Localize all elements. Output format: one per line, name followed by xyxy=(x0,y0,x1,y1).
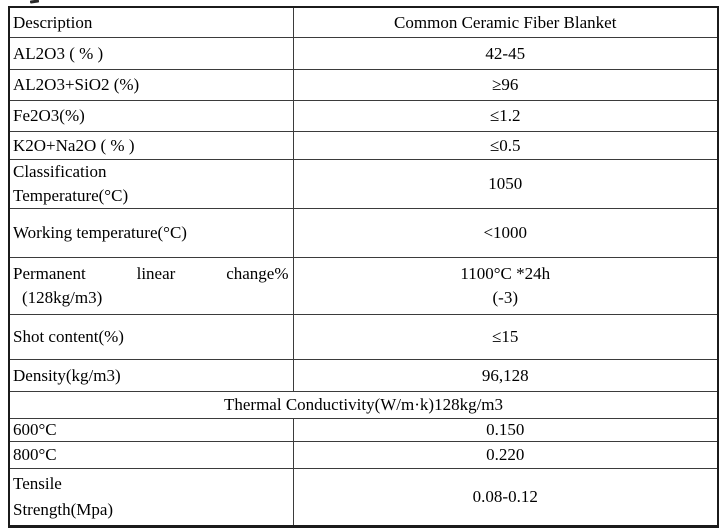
permanent-linear-change-label: Permanent linear change% (128kg/m3) xyxy=(8,256,294,315)
thermal-conductivity-title: Thermal Conductivity(W/m·k)128kg/m3 xyxy=(8,390,719,419)
ceramic-fiber-spec-table: Description Common Ceramic Fiber Blanket… xyxy=(8,6,719,528)
permanent-linear-change-value: 1100°C *24h (-3) xyxy=(292,256,719,315)
table-row-shot-content: Shot content(%) ≤15 xyxy=(8,313,719,360)
fe2o3-label: Fe2O3(%) xyxy=(8,99,294,132)
tensile-strength-value: 0.08-0.12 xyxy=(292,467,719,527)
table-row-800c: 800°C 0.220 xyxy=(8,440,719,469)
table-row-classification-temp: Classification Temperature(°C) 1050 xyxy=(8,158,719,209)
tensile-strength-label-line1: Tensile xyxy=(13,473,62,493)
al2o3-label: AL2O3 ( % ) xyxy=(8,36,294,70)
permanent-word: Permanent xyxy=(13,263,86,283)
classification-temp-label: Classification Temperature(°C) xyxy=(8,158,294,209)
table-row-al2o3-sio2: AL2O3+SiO2 (%) ≥96 xyxy=(8,68,719,101)
cropped-text-fragment xyxy=(29,0,40,4)
shot-content-label: Shot content(%) xyxy=(8,313,294,360)
k2o-na2o-value: ≤0.5 xyxy=(292,130,719,160)
permanent-linear-change-value-line2: (-3) xyxy=(492,287,518,307)
table-row-tensile-strength: Tensile Strength(Mpa) 0.08-0.12 xyxy=(8,467,719,527)
header-description-cell: Description xyxy=(8,6,294,38)
table-row-permanent-linear-change: Permanent linear change% (128kg/m3) 1100… xyxy=(8,256,719,315)
classification-temp-label-line1: Classification xyxy=(13,161,107,181)
tensile-strength-label: Tensile Strength(Mpa) xyxy=(8,467,294,527)
working-temp-value: <1000 xyxy=(292,207,719,258)
header-product-cell: Common Ceramic Fiber Blanket xyxy=(292,6,719,38)
table-row-working-temp: Working temperature(°C) <1000 xyxy=(8,207,719,258)
temp-600c-label: 600°C xyxy=(8,417,294,442)
al2o3-value: 42-45 xyxy=(292,36,719,70)
permanent-linear-change-label-line2: (128kg/m3) xyxy=(22,287,103,307)
density-label: Density(kg/m3) xyxy=(8,358,294,392)
table-row-k2o-na2o: K2O+Na2O ( % ) ≤0.5 xyxy=(8,130,719,160)
working-temp-label: Working temperature(°C) xyxy=(8,207,294,258)
classification-temp-value: 1050 xyxy=(292,158,719,209)
table-row-thermal-conductivity-title: Thermal Conductivity(W/m·k)128kg/m3 xyxy=(8,390,719,419)
temp-600c-value: 0.150 xyxy=(292,417,719,442)
k2o-na2o-label: K2O+Na2O ( % ) xyxy=(8,130,294,160)
change-word: change% xyxy=(226,263,289,283)
table-row-al2o3: AL2O3 ( % ) 42-45 xyxy=(8,36,719,70)
shot-content-value: ≤15 xyxy=(292,313,719,360)
al2o3-sio2-label: AL2O3+SiO2 (%) xyxy=(8,68,294,101)
permanent-linear-change-justified-line: Permanent linear change% xyxy=(13,262,290,286)
temp-800c-label: 800°C xyxy=(8,440,294,469)
linear-word: linear xyxy=(136,263,176,283)
table-row-density: Density(kg/m3) 96,128 xyxy=(8,358,719,392)
al2o3-sio2-value: ≥96 xyxy=(292,68,719,101)
table-row-fe2o3: Fe2O3(%) ≤1.2 xyxy=(8,99,719,132)
classification-temp-label-line2: Temperature(°C) xyxy=(13,185,129,205)
density-value: 96,128 xyxy=(292,358,719,392)
table-row-600c: 600°C 0.150 xyxy=(8,417,719,442)
header-row: Description Common Ceramic Fiber Blanket xyxy=(8,6,719,38)
fe2o3-value: ≤1.2 xyxy=(292,99,719,132)
temp-800c-value: 0.220 xyxy=(292,440,719,469)
permanent-linear-change-value-line1: 1100°C *24h xyxy=(460,263,551,283)
tensile-strength-label-line2: Strength(Mpa) xyxy=(13,499,114,519)
